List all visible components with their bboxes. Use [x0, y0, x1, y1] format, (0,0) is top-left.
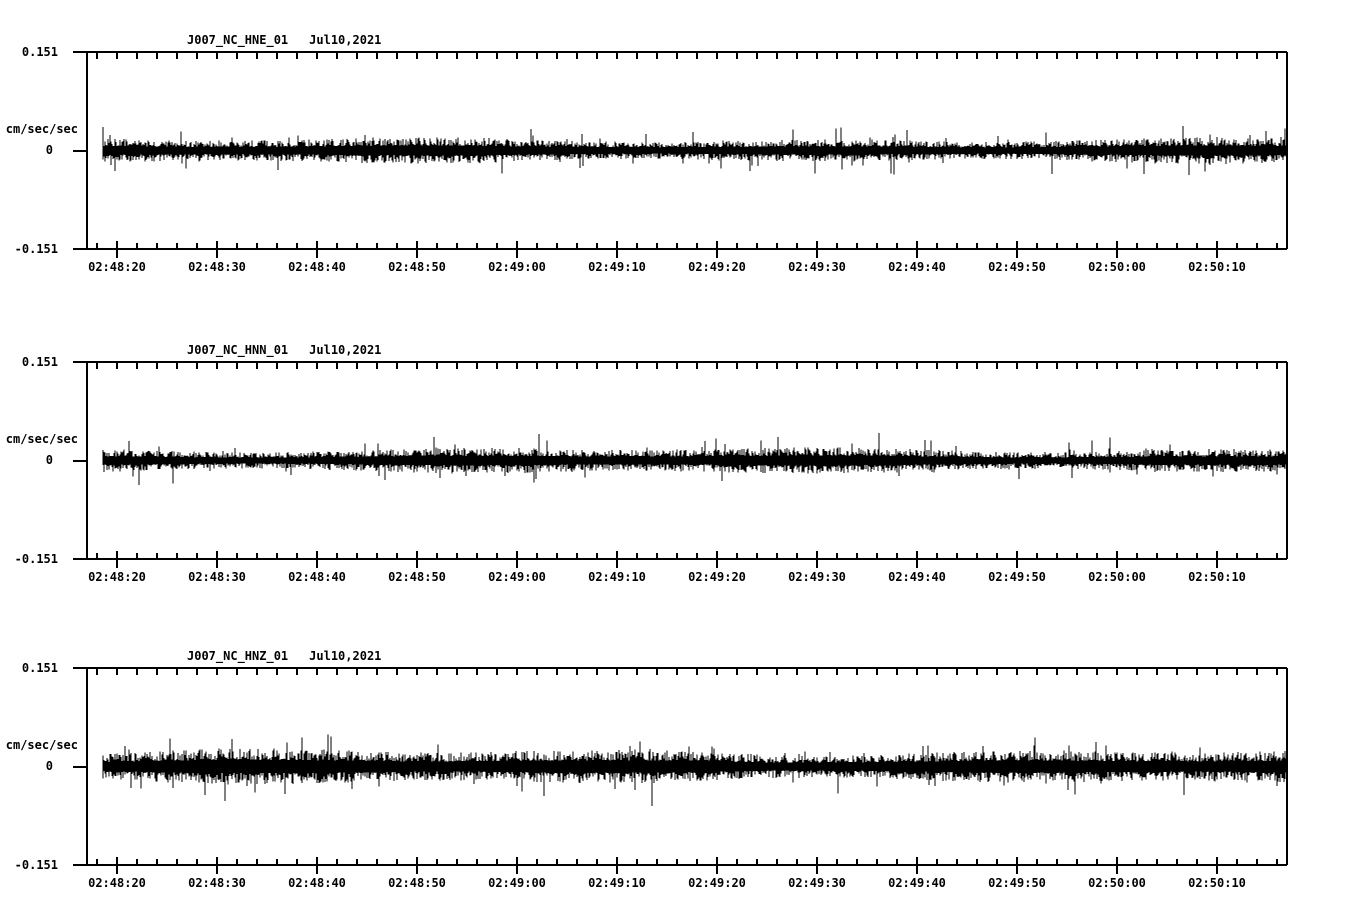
- x-tick-label: 02:48:40: [288, 876, 346, 890]
- x-tick-label: 02:49:30: [788, 570, 846, 584]
- x-tick-label: 02:49:40: [888, 876, 946, 890]
- trace-title-station: J007_NC_HNN_01: [187, 343, 289, 357]
- x-tick-label: 02:49:00: [488, 260, 546, 274]
- trace-title: J007_NC_HNE_01 Jul10,2021: [187, 33, 381, 47]
- axis-frame: [73, 361, 1288, 568]
- x-tick-label: 02:49:40: [888, 260, 946, 274]
- x-tick-label: 02:49:20: [688, 876, 746, 890]
- x-tick-label: 02:48:30: [188, 876, 246, 890]
- trace-title: J007_NC_HNN_01 Jul10,2021: [187, 343, 381, 357]
- x-tick-label: 02:48:40: [288, 260, 346, 274]
- x-tick-label: 02:49:20: [688, 260, 746, 274]
- x-tick-label: 02:48:30: [188, 260, 246, 274]
- y-axis-zero-label: 0: [45, 453, 53, 467]
- y-axis-max-label: 0.151: [21, 355, 58, 369]
- x-tick-label: 02:48:20: [88, 570, 146, 584]
- x-tick-label: 02:49:30: [788, 260, 846, 274]
- y-axis-zero-label: 0: [45, 143, 53, 157]
- x-tick-label: 02:49:50: [988, 260, 1046, 274]
- x-tick-label: 02:49:00: [488, 570, 546, 584]
- y-axis-unit-label: cm/sec/sec: [5, 738, 78, 752]
- x-tick-label: 02:50:00: [1088, 570, 1146, 584]
- x-tick-label: 02:49:00: [488, 876, 546, 890]
- y-axis-min-label: -0.151: [14, 552, 58, 566]
- x-tick-label: 02:48:20: [88, 260, 146, 274]
- x-tick-label: 02:50:10: [1188, 876, 1246, 890]
- y-axis-min-label: -0.151: [14, 242, 58, 256]
- y-axis-max-label: 0.151: [21, 45, 58, 59]
- trace-title-station: J007_NC_HNZ_01: [187, 649, 289, 663]
- x-tick-label: 02:49:20: [688, 570, 746, 584]
- x-tick-label: 02:49:40: [888, 570, 946, 584]
- seismogram-panel: J007_NC_HNN_01 Jul10,2021 0.151 cm/sec/se…: [0, 342, 1358, 592]
- x-tick-label: 02:50:10: [1188, 570, 1246, 584]
- axis-frame: [73, 667, 1288, 874]
- y-axis-unit-label: cm/sec/sec: [5, 432, 78, 446]
- x-tick-label: 02:48:50: [388, 876, 446, 890]
- x-tick-label: 02:49:10: [588, 260, 646, 274]
- axis-frame: [73, 51, 1288, 258]
- y-axis-max-label: 0.151: [21, 661, 58, 675]
- seismogram-panel: J007_NC_HNZ_01 Jul10,2021 0.151 cm/sec/se…: [0, 648, 1358, 898]
- x-tick-label: 02:49:50: [988, 876, 1046, 890]
- waveform-plot: [73, 667, 1288, 874]
- trace-title: J007_NC_HNZ_01 Jul10,2021: [187, 649, 381, 663]
- x-tick-label: 02:49:10: [588, 876, 646, 890]
- trace-title-date: Jul10,2021: [309, 649, 382, 663]
- y-axis-zero-label: 0: [45, 759, 53, 773]
- x-tick-label: 02:48:50: [388, 260, 446, 274]
- x-tick-label: 02:50:10: [1188, 260, 1246, 274]
- x-tick-label: 02:49:30: [788, 876, 846, 890]
- waveform-plot: [73, 51, 1288, 258]
- seismic-trace: [102, 125, 1288, 175]
- seismogram-panel: J007_NC_HNE_01 Jul10,2021 0.151 cm/sec/se…: [0, 32, 1358, 282]
- x-tick-label: 02:48:50: [388, 570, 446, 584]
- seismic-trace: [102, 432, 1288, 485]
- y-axis-min-label: -0.151: [14, 858, 58, 872]
- trace-title-station: J007_NC_HNE_01: [187, 33, 289, 47]
- trace-title-date: Jul10,2021: [309, 343, 382, 357]
- trace-title-date: Jul10,2021: [309, 33, 382, 47]
- seismic-trace: [102, 734, 1288, 806]
- x-tick-label: 02:49:50: [988, 570, 1046, 584]
- x-tick-label: 02:49:10: [588, 570, 646, 584]
- x-tick-label: 02:50:00: [1088, 260, 1146, 274]
- waveform-plot: [73, 361, 1288, 568]
- x-tick-label: 02:48:30: [188, 570, 246, 584]
- x-tick-label: 02:48:40: [288, 570, 346, 584]
- x-tick-label: 02:50:00: [1088, 876, 1146, 890]
- y-axis-unit-label: cm/sec/sec: [5, 122, 78, 136]
- x-tick-label: 02:48:20: [88, 876, 146, 890]
